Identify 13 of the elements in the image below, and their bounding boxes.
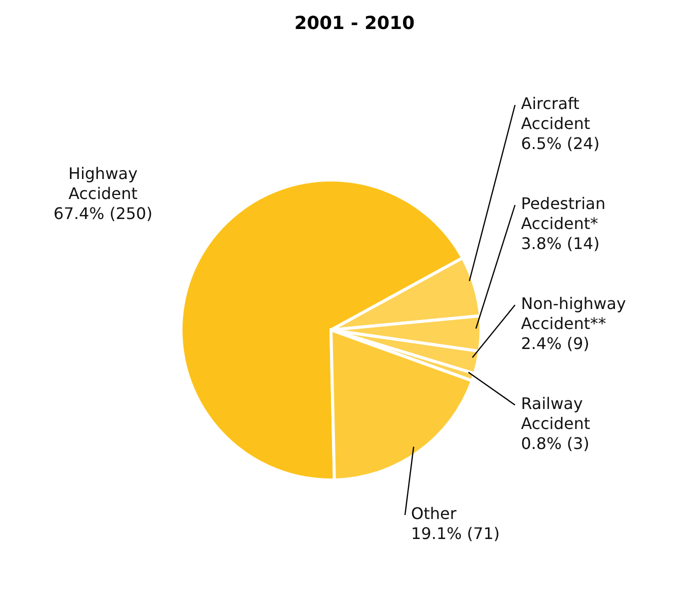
slice-label: Aircraft Accident: [521, 94, 590, 133]
data-label: 67.4% (250): [54, 204, 152, 223]
data-label: 19.1% (71): [411, 524, 500, 543]
slice-label: Non-highway Accident**: [521, 294, 626, 333]
slice-label: Pedestrian Accident*: [521, 194, 606, 233]
slice-label: Other: [411, 504, 457, 523]
slice-label: Railway Accident: [521, 394, 590, 433]
data-label: 2.4% (9): [521, 334, 590, 353]
data-label: 6.5% (24): [521, 134, 600, 153]
data-label: 0.8% (3): [521, 434, 590, 453]
chart-title: 2001 - 2010: [293, 12, 416, 36]
slice-label: Highway Accident: [68, 164, 138, 203]
data-label: 3.8% (14): [521, 234, 600, 253]
